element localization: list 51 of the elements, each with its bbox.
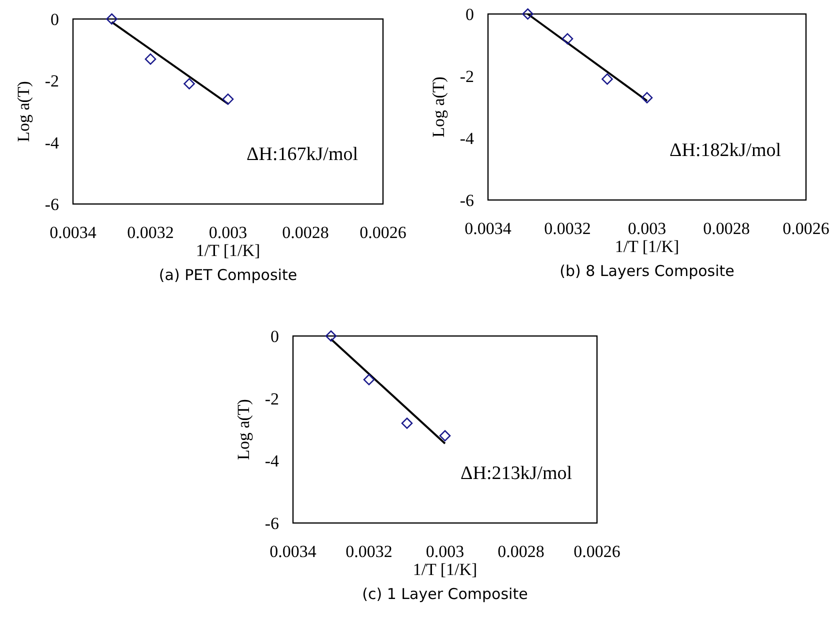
point xyxy=(184,78,195,90)
y-axis-title: Log a(T) xyxy=(234,399,253,460)
x-tick-label: 0.0028 xyxy=(498,542,544,561)
annotation: ΔH:167kJ/mol xyxy=(246,144,358,165)
x-tick-label: 0.0028 xyxy=(703,219,750,238)
annotation: ΔH:182kJ/mol xyxy=(670,140,781,161)
x-axis-title: 1/T [1/K] xyxy=(196,241,260,260)
y-tick-label: -2 xyxy=(264,389,279,408)
x-tick-label: 0.0026 xyxy=(360,223,406,242)
point xyxy=(222,94,234,105)
point xyxy=(439,430,451,442)
x-tick-label: 0.0026 xyxy=(782,219,830,238)
point xyxy=(522,8,534,20)
point xyxy=(401,418,413,429)
x-axis-title: 1/T [1/K] xyxy=(614,237,680,256)
y-tick-label: -6 xyxy=(460,190,474,210)
y-axis-title: Log a(T) xyxy=(14,81,33,142)
point xyxy=(562,33,574,44)
point xyxy=(144,53,156,65)
x-tick-label: 0.003 xyxy=(426,542,464,561)
text: (c) 1 Layer Composite xyxy=(362,585,528,603)
y-tick-label: -4 xyxy=(264,452,280,471)
y-axis-title: Log a(T) xyxy=(429,76,448,138)
y-tick-label: -2 xyxy=(460,66,474,86)
annotation: ΔH:213kJ/mol xyxy=(460,463,572,484)
y-tick-label: -4 xyxy=(44,133,60,152)
x-tick-label: 0.0034 xyxy=(50,223,97,242)
text: (a) PET Composite xyxy=(158,266,298,284)
x-tick-label: 0.003 xyxy=(208,223,248,242)
x-tick-label: 0.0028 xyxy=(282,223,329,242)
point xyxy=(602,73,613,85)
y-tick-label: -2 xyxy=(44,72,59,91)
y-tick-label: 0 xyxy=(270,326,279,346)
x-tick-label: 0.003 xyxy=(628,219,666,238)
x-tick-label: 0.0026 xyxy=(574,542,620,561)
y-tick-label: 0 xyxy=(466,4,474,24)
x-axis-title: 1/T [1/K] xyxy=(412,560,478,579)
x-tick-label: 0.0032 xyxy=(544,219,591,238)
x-tick-label: 0.0034 xyxy=(464,219,512,238)
x-tick-label: 0.0034 xyxy=(270,542,317,561)
x-tick-label: 0.0032 xyxy=(346,542,392,561)
y-tick-label: -4 xyxy=(460,128,474,148)
text: (b) 8 Layers Composite xyxy=(560,262,734,280)
x-tick-label: 0.0032 xyxy=(127,223,174,242)
y-tick-label: -6 xyxy=(264,514,279,533)
y-tick-label: -6 xyxy=(44,194,59,214)
y-tick-label: 0 xyxy=(50,10,59,29)
point xyxy=(106,13,118,25)
point xyxy=(363,374,375,386)
point xyxy=(641,92,653,104)
point xyxy=(325,330,337,342)
